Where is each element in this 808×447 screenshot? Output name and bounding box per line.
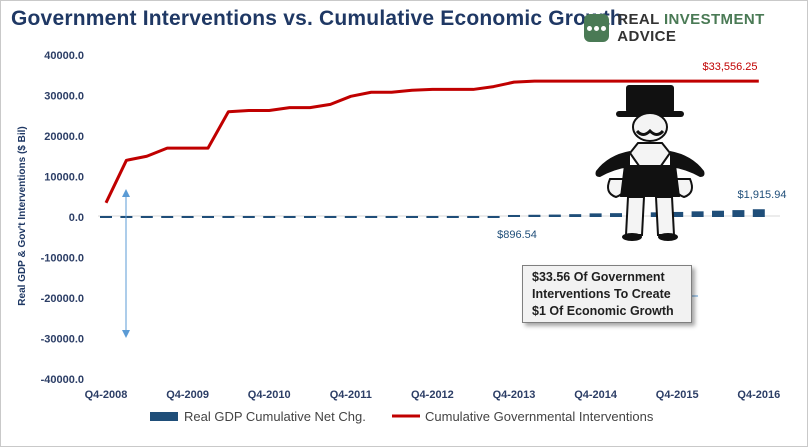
gdp-bar <box>446 216 459 218</box>
annotation-line-1: $33.56 Of Government <box>532 270 665 284</box>
brand-word-investment: INVESTMENT <box>663 11 765 28</box>
y-tick-label: -20000.0 <box>41 293 84 305</box>
gdp-bar <box>712 210 724 217</box>
annotation-line-3: $1 Of Economic Growth <box>532 304 674 318</box>
y-tick-label: 30000.0 <box>44 91 84 103</box>
y-axis-label: Real GDP & Gov't Interventions ($ Bil) <box>17 126 28 305</box>
gdp-mid-label: $896.54 <box>497 229 537 241</box>
gdp-bar <box>161 216 174 218</box>
gdp-bar <box>283 216 296 218</box>
gdp-bar <box>426 216 439 218</box>
y-tick-label: 10000.0 <box>44 172 84 184</box>
y-tick-label: -40000.0 <box>41 374 84 386</box>
gdp-bar <box>181 216 194 218</box>
gdp-end-label: $1,915.94 <box>738 189 787 201</box>
brand-word-real: REAL <box>617 11 664 28</box>
y-tick-label: 0.0 <box>69 212 84 224</box>
ratio-annotation-box: $33.56 Of Government Interventions To Cr… <box>522 265 692 323</box>
gdp-bar <box>610 213 622 217</box>
y-tick-label: 20000.0 <box>44 131 84 143</box>
chart-title: Government Interventions vs. Cumulative … <box>11 7 623 30</box>
gdp-bar <box>324 216 337 218</box>
gdp-bar <box>589 213 602 217</box>
y-axis-ticks: 40000.0 30000.0 20000.0 10000.0 0.0 -10000.0 -… <box>41 50 84 386</box>
legend-label-gdp: Real GDP Cumulative Net Chg. <box>184 409 366 424</box>
legend-label-interventions: Cumulative Governmental Interventions <box>425 409 654 424</box>
gdp-bar <box>467 216 480 218</box>
x-tick-label: Q4-2013 <box>493 389 536 401</box>
interventions-line <box>104 79 759 204</box>
monopoly-man-illustration <box>595 85 705 241</box>
gdp-bar <box>242 216 255 218</box>
x-tick-label: Q4-2016 <box>737 389 780 401</box>
x-axis-ticks: Q4-2008 Q4-2009 Q4-2010 Q4-2011 Q4-2012 Q4-20… <box>85 389 781 401</box>
y-tick-label: -10000.0 <box>41 253 84 265</box>
x-tick-label: Q4-2015 <box>656 389 699 401</box>
x-tick-label: Q4-2011 <box>330 389 372 401</box>
x-tick-label: Q4-2014 <box>574 389 618 401</box>
legend-swatch-gdp <box>150 412 178 421</box>
x-tick-label: Q4-2012 <box>411 389 454 401</box>
gdp-bar <box>406 216 418 218</box>
x-tick-label: Q4-2010 <box>248 389 291 401</box>
interventions-end-label: $33,556.25 <box>702 61 757 73</box>
gdp-bar <box>691 211 704 217</box>
gdp-bar <box>222 216 235 218</box>
gdp-bar <box>508 214 520 217</box>
gdp-bar <box>548 214 561 217</box>
y-tick-label: 40000.0 <box>44 50 84 62</box>
brand-text: REAL INVESTMENT ADVICE <box>617 11 807 45</box>
brand-logo: REAL INVESTMENT ADVICE <box>584 11 807 45</box>
gdp-bar <box>385 216 398 218</box>
gdp-bar <box>671 211 684 217</box>
gdp-bar <box>528 214 541 217</box>
gdp-bar <box>263 216 276 218</box>
y-tick-label: -30000.0 <box>41 334 84 346</box>
annotation-line-2: Interventions To Create <box>532 287 671 301</box>
brand-word-advice: ADVICE <box>617 28 677 45</box>
gdp-bar <box>732 210 745 217</box>
gdp-bar <box>304 216 316 218</box>
x-tick-label: Q4-2009 <box>166 389 209 401</box>
gdp-bar <box>100 216 112 218</box>
chat-bubble-icon <box>584 14 610 42</box>
legend: Real GDP Cumulative Net Chg. Cumulative … <box>150 409 654 424</box>
x-tick-label: Q4-2008 <box>85 389 128 401</box>
double-arrow-annotation <box>122 189 130 338</box>
gdp-bar <box>344 216 357 218</box>
gdp-bar <box>569 214 582 217</box>
gdp-bar <box>365 216 378 218</box>
gdp-bar <box>752 209 765 217</box>
gdp-bar <box>140 216 153 218</box>
gdp-bar <box>202 216 214 218</box>
gdp-bar <box>487 216 500 218</box>
